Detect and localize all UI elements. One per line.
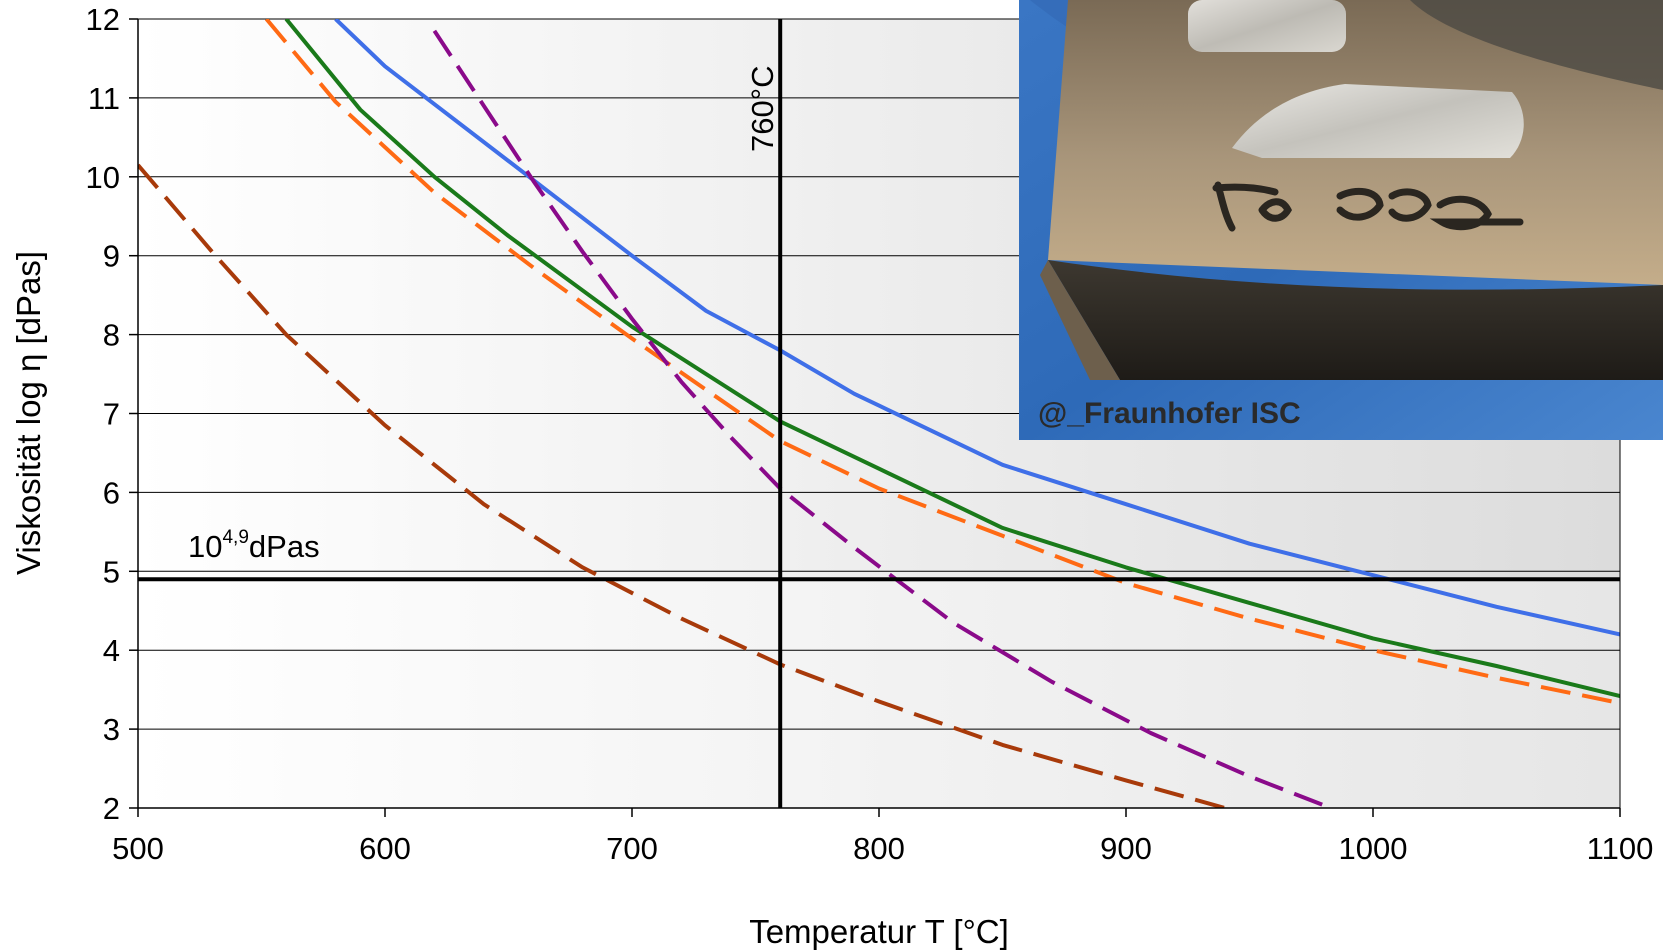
vertical-reference-label: 760°C xyxy=(745,65,780,152)
x-tick-label-500: 500 xyxy=(112,831,164,866)
reference-lines xyxy=(138,19,1620,808)
y-tick-label-11: 11 xyxy=(88,81,120,116)
x-axis-title: Temperatur T [°C] xyxy=(749,913,1009,950)
x-tick-label-1000: 1000 xyxy=(1339,831,1408,866)
series-layer xyxy=(138,19,1620,808)
series-line-5 xyxy=(138,163,1226,808)
y-axis-title: Viskosität log η [dPas] xyxy=(10,251,47,575)
y-tick-label-10: 10 xyxy=(86,160,120,195)
y-tick-label-4: 4 xyxy=(103,633,120,668)
glass-sample-bottom xyxy=(1232,84,1524,158)
photo-credit: @_Fraunhofer ISC xyxy=(1038,397,1301,430)
plot-band-lower xyxy=(138,579,1620,808)
y-tick-label-2: 2 xyxy=(103,791,120,826)
x-tick-labels: 500 600 700 800 900 1000 1100 xyxy=(112,831,1653,866)
x-tick-label-800: 800 xyxy=(853,831,905,866)
metal-dark-region xyxy=(1410,0,1663,90)
metal-block-edge xyxy=(1040,260,1120,380)
series-line-2 xyxy=(284,19,1620,698)
series-line-4 xyxy=(432,29,1332,808)
reference-label-unit: dPas xyxy=(249,529,320,564)
handwritten-marking xyxy=(1212,181,1524,232)
reference-label-base: 10 xyxy=(188,529,222,564)
series-line-3 xyxy=(264,19,1620,706)
horizontal-reference-label: 104,9dPas xyxy=(188,527,320,564)
y-tick-label-3: 3 xyxy=(103,712,120,747)
y-tick-label-9: 9 xyxy=(103,239,120,274)
y-tick-label-5: 5 xyxy=(103,554,120,589)
y-tick-labels: 2 3 4 5 6 7 8 9 10 11 12 xyxy=(86,2,120,826)
x-tick-label-700: 700 xyxy=(606,831,658,866)
inset-photo: @_Fraunhofer ISC xyxy=(1019,0,1663,440)
x-tick-label-900: 900 xyxy=(1100,831,1152,866)
glass-sample-top xyxy=(1188,0,1346,52)
x-tick-label-600: 600 xyxy=(359,831,411,866)
y-tick-label-6: 6 xyxy=(103,475,120,510)
reference-label-exponent: 4,9 xyxy=(222,527,248,548)
x-tick-label-1100: 1100 xyxy=(1587,831,1654,866)
y-tick-label-7: 7 xyxy=(103,397,120,432)
y-tick-label-8: 8 xyxy=(103,318,120,353)
metal-block-front xyxy=(1048,260,1663,380)
y-tick-label-12: 12 xyxy=(86,2,120,37)
